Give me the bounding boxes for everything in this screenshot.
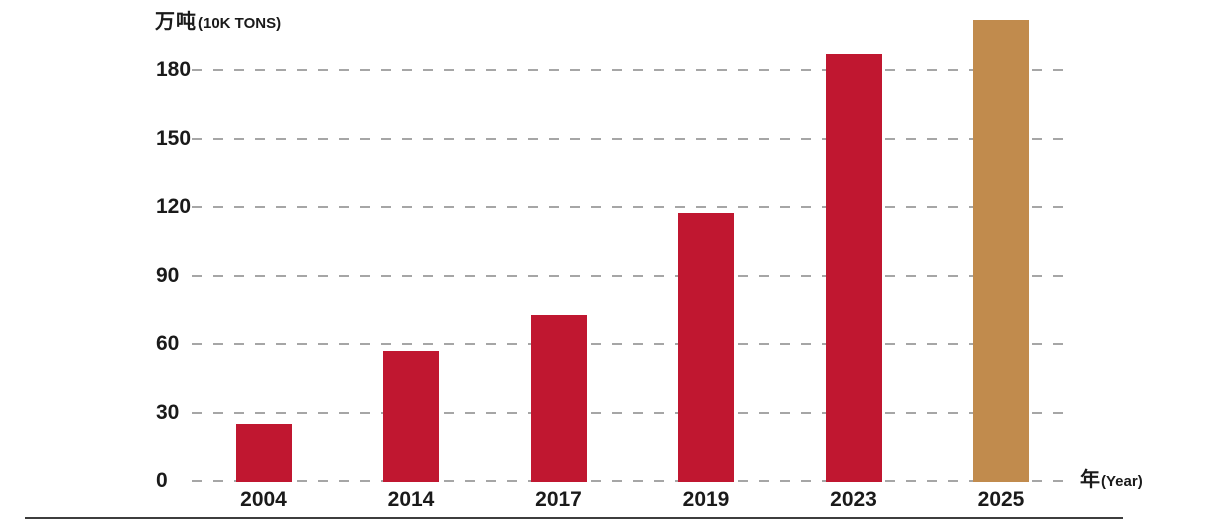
y-axis-title-en: (10K TONS) [198, 15, 282, 32]
x-tick-label-2019: 2019 [682, 488, 730, 511]
x-axis-title-en: (Year) [1101, 473, 1143, 490]
gridline-30 [192, 411, 1068, 414]
x-axis-title: 年(Year) [1080, 468, 1143, 494]
y-tick-label-30: 30 [156, 400, 180, 424]
gridline-150 [192, 137, 1068, 140]
bar-2014 [383, 350, 439, 483]
y-axis-title: 万吨(10K TONS) [155, 10, 281, 36]
bar-2023 [825, 54, 882, 483]
bar-2019 [678, 212, 734, 483]
x-tick-label-2025: 2025 [977, 488, 1025, 511]
x-tick-label-2004: 2004 [240, 488, 287, 511]
bar-2025 [973, 19, 1029, 483]
y-tick-label-0: 0 [156, 469, 168, 492]
x-tick-label-2017: 2017 [535, 488, 582, 511]
y-tick-label-90: 90 [156, 263, 180, 287]
y-tick-label-150: 150 [156, 126, 192, 150]
y-tick-label-180: 180 [156, 58, 192, 81]
bottom-border-line [25, 517, 1123, 519]
gridline-180 [192, 69, 1068, 71]
y-axis-title-cn: 万吨 [155, 11, 197, 33]
gridline-0 [192, 480, 1068, 482]
gridline-60 [192, 343, 1068, 345]
y-tick-label-120: 120 [156, 195, 192, 218]
bar-2017 [530, 315, 587, 483]
x-tick-label-2023: 2023 [830, 488, 877, 511]
bar-2004 [235, 423, 292, 483]
x-axis-title-cn: 年 [1080, 469, 1100, 491]
gridline-120 [192, 206, 1068, 208]
y-tick-label-60: 60 [156, 332, 180, 355]
x-tick-label-2014: 2014 [387, 488, 435, 511]
gridline-90 [192, 274, 1068, 277]
